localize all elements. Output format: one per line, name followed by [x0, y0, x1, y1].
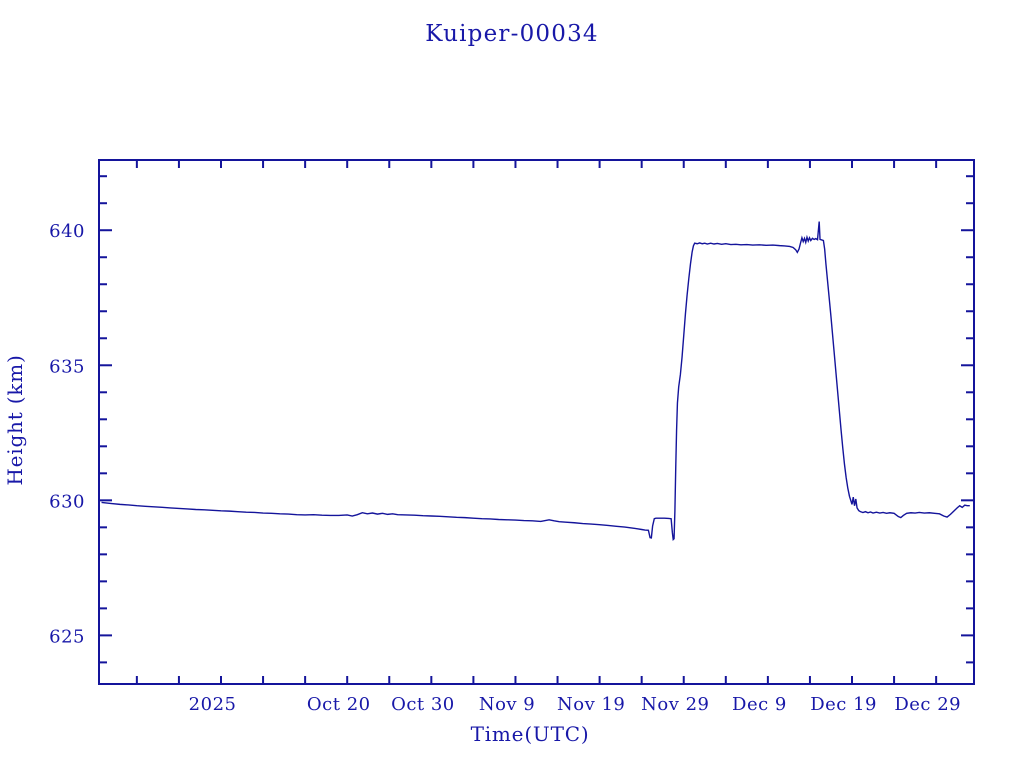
x-tick-label: Nov 19	[557, 694, 625, 715]
x-tick-label: 2025	[189, 694, 237, 715]
plot-frame	[98, 159, 975, 685]
x-tick-label: Oct 20	[307, 694, 371, 715]
x-tick-label: Dec 9	[732, 694, 787, 715]
x-axis-title: Time(UTC)	[471, 722, 590, 746]
x-tick-label: Nov 29	[641, 694, 709, 715]
x-axis-ticks	[135, 160, 938, 684]
y-axis-ticks	[99, 175, 974, 664]
y-tick-label: 640	[49, 221, 85, 242]
x-tick-label: Dec 29	[894, 694, 961, 715]
x-tick-label: Nov 9	[479, 694, 535, 715]
y-axis-tick-labels: 625 630 635 640	[49, 221, 85, 647]
chart-title: Kuiper-00034	[425, 21, 599, 47]
y-tick-label: 630	[49, 491, 85, 512]
x-tick-label: Dec 19	[810, 694, 877, 715]
x-tick-label: Oct 30	[391, 694, 455, 715]
y-tick-label: 625	[49, 626, 85, 647]
x-axis-tick-labels: 2025 Oct 20 Oct 30 Nov 9 Nov 19 Nov 29 Dec 9 De…	[189, 694, 961, 715]
height-data-series	[101, 221, 970, 541]
y-axis-title: Height (km)	[3, 354, 27, 485]
y-tick-label: 635	[49, 356, 85, 377]
